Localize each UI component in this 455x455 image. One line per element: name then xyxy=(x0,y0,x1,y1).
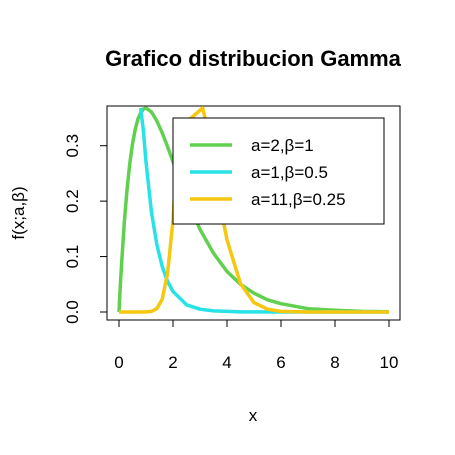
series-line-1 xyxy=(117,106,390,314)
legend: a=2,β=1 a=1,β=0.5 a=11,β=0.25 xyxy=(172,117,385,225)
x-tick-label: 8 xyxy=(330,353,339,372)
x-axis: 0 2 4 6 8 10 xyxy=(114,319,399,372)
legend-label-3: a=11,β=0.25 xyxy=(251,190,346,209)
x-tick-label: 0 xyxy=(114,353,123,372)
legend-label-2: a=1,β=0.5 xyxy=(251,163,328,182)
y-tick-label: 0.0 xyxy=(63,300,82,324)
x-tick-label: 10 xyxy=(380,353,399,372)
y-tick-label: 0.2 xyxy=(63,189,82,213)
y-tick-label: 0.1 xyxy=(63,245,82,269)
x-tick-label: 2 xyxy=(168,353,177,372)
x-tick-label: 6 xyxy=(276,353,285,372)
chart-title: Grafico distribucion Gamma xyxy=(105,46,402,71)
x-tick-label: 4 xyxy=(222,353,231,372)
y-tick-label: 0.3 xyxy=(63,134,82,158)
y-axis-label: f(x;a,β) xyxy=(9,186,28,239)
legend-label-1: a=2,β=1 xyxy=(251,136,314,155)
x-axis-label: x xyxy=(249,406,258,425)
y-axis: 0.0 0.1 0.2 0.3 xyxy=(63,134,108,324)
